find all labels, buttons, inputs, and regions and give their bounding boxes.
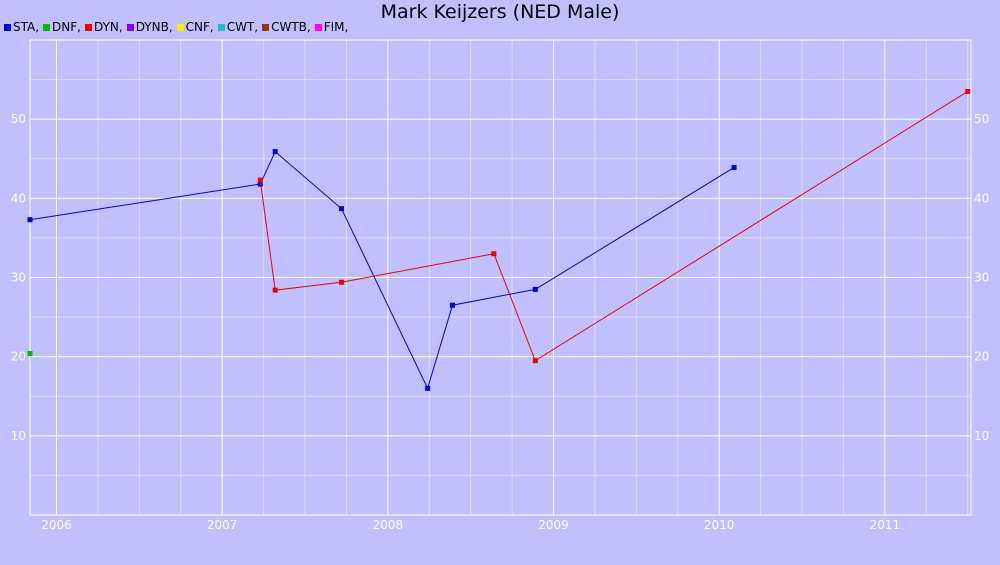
data-point-sta xyxy=(338,206,344,212)
legend-label: DYNB, xyxy=(135,20,173,34)
legend-label: CNF, xyxy=(185,20,214,34)
data-point-dyn xyxy=(491,251,497,257)
legend-label: DYN, xyxy=(93,20,123,34)
data-point-dyn xyxy=(965,88,971,94)
plot-border xyxy=(29,39,972,516)
data-point-dyn xyxy=(272,287,278,293)
legend-label: CWT, xyxy=(226,20,259,34)
legend-item-cwt: CWT, xyxy=(217,20,259,34)
y-tick-label-right: 20 xyxy=(974,350,989,364)
legend-swatch xyxy=(84,23,92,31)
x-tick-label: 2007 xyxy=(207,518,238,532)
y-tick-label-right: 40 xyxy=(974,191,989,205)
legend-item-cwtb: CWTB, xyxy=(262,20,311,34)
x-tick-label: 2006 xyxy=(41,518,72,532)
data-point-sta xyxy=(532,286,538,292)
y-tick-label-left: 30 xyxy=(11,271,26,285)
legend-swatch xyxy=(217,23,225,31)
series-line-sta xyxy=(29,150,735,390)
legend-item-fim: FIM, xyxy=(314,20,349,34)
chart-title: Mark Keijzers (NED Male) xyxy=(380,1,620,23)
y-tick-label-right: 30 xyxy=(974,271,989,285)
y-tick-label-right: 50 xyxy=(974,112,989,126)
data-point-dyn xyxy=(257,177,263,183)
y-tick-label-left: 10 xyxy=(11,429,26,443)
legend-swatch xyxy=(43,23,51,31)
legend-item-sta: STA, xyxy=(4,20,39,34)
data-point-sta xyxy=(731,164,737,170)
data-point-sta xyxy=(27,217,33,223)
legend-label: DNF, xyxy=(52,20,81,34)
y-tick-label-right: 10 xyxy=(974,429,989,443)
series-line-dyn xyxy=(259,91,968,362)
x-tick-label: 2010 xyxy=(704,518,735,532)
data-point-sta xyxy=(449,302,455,308)
y-tick-label-left: 40 xyxy=(11,191,26,205)
data-point-dnf xyxy=(27,351,33,356)
x-tick-label: 2009 xyxy=(538,518,569,532)
legend-item-dynb: DYNB, xyxy=(126,20,173,34)
legend-swatch xyxy=(314,23,322,31)
legend-swatch xyxy=(4,23,11,31)
legend-item-cnf: CNF, xyxy=(176,20,214,34)
legend: STA, DNF, DYN, DYNB, CNF, CWT, CWTB, FIM, xyxy=(4,20,352,34)
legend-swatch xyxy=(262,23,270,31)
y-tick-label-left: 50 xyxy=(11,112,26,126)
legend-item-dyn: DYN, xyxy=(84,20,123,34)
legend-label: STA, xyxy=(13,20,40,34)
data-point-sta xyxy=(425,385,431,391)
data-point-dyn xyxy=(532,358,538,364)
legend-label: CWTB, xyxy=(271,20,311,34)
legend-swatch xyxy=(126,23,134,31)
legend-item-dnf: DNF, xyxy=(43,20,81,34)
legend-label: FIM, xyxy=(323,20,349,34)
x-tick-label: 2008 xyxy=(373,518,404,532)
legend-swatch xyxy=(176,23,184,31)
y-tick-label-left: 20 xyxy=(11,350,26,364)
data-point-dyn xyxy=(338,279,344,285)
data-point-sta xyxy=(272,149,278,155)
x-tick-label: 2011 xyxy=(870,518,901,532)
data-point-sta xyxy=(257,181,263,187)
